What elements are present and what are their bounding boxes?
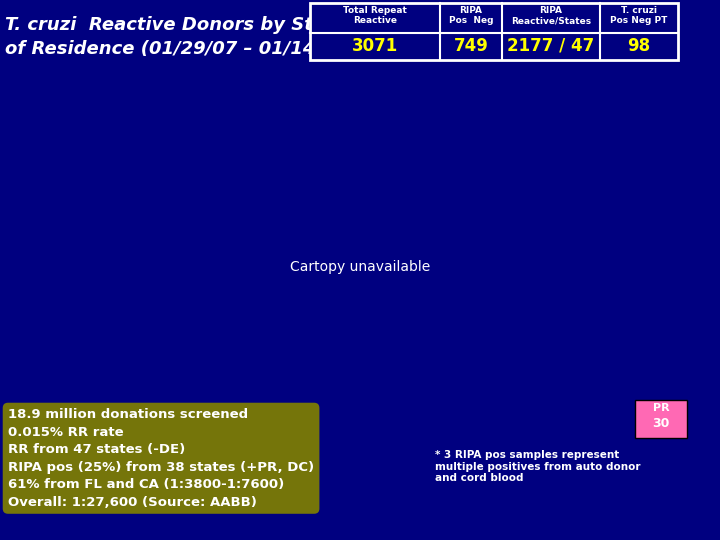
Text: 18.9 million donations screened
0.015% RR rate
RR from 47 states (-DE)
RIPA pos : 18.9 million donations screened 0.015% R… <box>8 408 314 509</box>
Text: 2177 / 47: 2177 / 47 <box>508 37 595 55</box>
Text: PR: PR <box>653 403 670 413</box>
Text: T. cruzi  Reactive Donors by State: T. cruzi Reactive Donors by State <box>5 16 346 34</box>
Text: T. cruzi
Pos Neg PT: T. cruzi Pos Neg PT <box>611 6 667 25</box>
Bar <box>310 3 678 60</box>
Text: 98: 98 <box>627 37 651 55</box>
Text: Cartopy unavailable: Cartopy unavailable <box>290 260 430 274</box>
Text: RIPA
Reactive/States: RIPA Reactive/States <box>511 6 591 25</box>
Text: * 3 RIPA pos samples represent
multiple positives from auto donor
and cord blood: * 3 RIPA pos samples represent multiple … <box>435 450 641 483</box>
Text: 3071: 3071 <box>352 37 398 55</box>
Text: Total Repeat
Reactive: Total Repeat Reactive <box>343 6 407 25</box>
Text: of Residence (01/29/07 – 01/14/09): of Residence (01/29/07 – 01/14/09) <box>5 40 355 58</box>
Text: 30: 30 <box>652 417 670 430</box>
Text: 749: 749 <box>454 37 488 55</box>
Bar <box>635 400 687 438</box>
Text: RIPA
Pos  Neg: RIPA Pos Neg <box>449 6 493 25</box>
